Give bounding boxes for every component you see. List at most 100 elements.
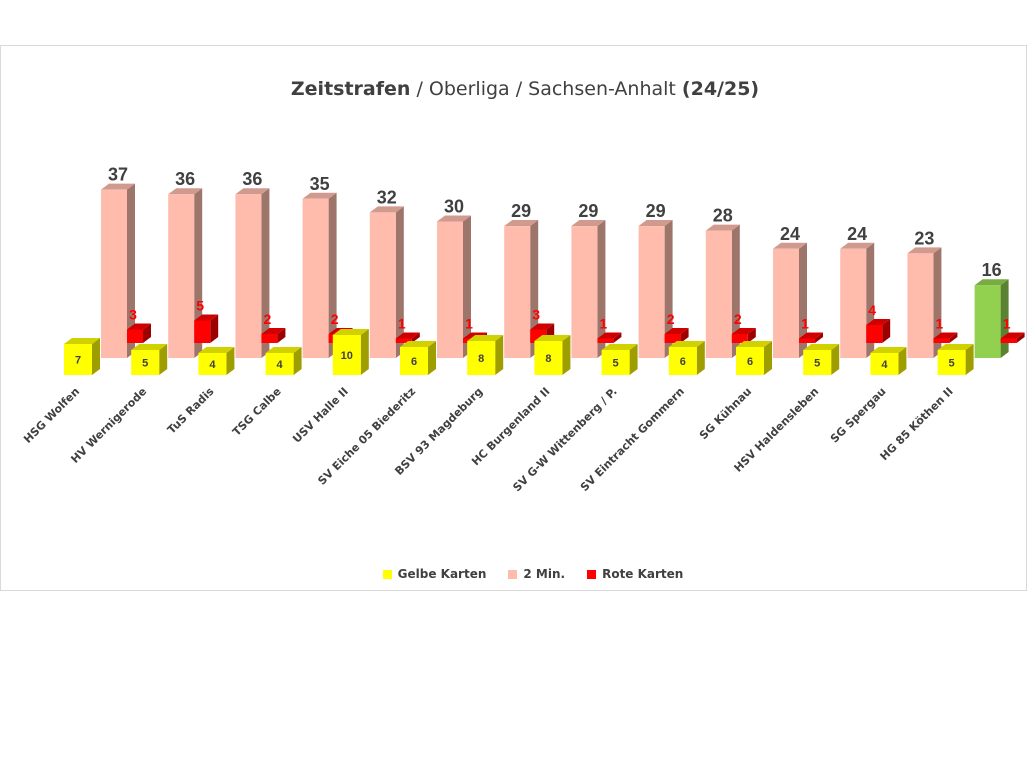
legend-label-yellow: Gelbe Karten — [397, 567, 487, 581]
bar-red-8 — [664, 328, 689, 343]
bar-2min-0 — [101, 183, 135, 358]
label-yellow-4: 10 — [341, 350, 353, 362]
bar-yellow-0 — [64, 338, 100, 375]
label-2min-13: 16 — [982, 260, 1002, 280]
label-red-6: 3 — [532, 307, 540, 323]
bar-2min-7 — [571, 220, 606, 358]
legend-swatch-2min — [508, 569, 518, 579]
bar-2min-2 — [235, 188, 270, 358]
bar-yellow-11 — [803, 344, 840, 375]
bar-yellow-8 — [601, 344, 638, 375]
legend-item-2min: 2 Min. — [508, 567, 565, 581]
legend-label-2min: 2 Min. — [523, 567, 566, 581]
label-yellow-10: 6 — [747, 356, 753, 368]
label-yellow-11: 5 — [814, 358, 820, 370]
category-label-3: TSG Calbe — [230, 385, 284, 439]
legend-item-yellow: Gelbe Karten — [382, 567, 487, 581]
bar-red-10 — [799, 332, 823, 343]
label-yellow-13: 5 — [949, 358, 955, 370]
label-yellow-2: 4 — [209, 359, 216, 371]
bar-2min-1 — [168, 188, 203, 358]
title-season: (24/25) — [681, 78, 760, 100]
category-label-13: HG 85 Köthen II — [878, 385, 956, 463]
label-2min-12: 23 — [914, 228, 934, 248]
label-red-8: 2 — [667, 311, 675, 327]
label-red-7: 1 — [600, 316, 608, 332]
bar-yellow-3 — [265, 347, 302, 375]
category-label-4: USV Halle II — [290, 385, 351, 446]
bar-red-1 — [194, 314, 219, 343]
bar-red-9 — [731, 328, 756, 343]
label-2min-6: 29 — [511, 201, 531, 221]
label-red-0: 3 — [129, 307, 137, 323]
bar-2min-3 — [302, 192, 337, 358]
bar-yellow-6 — [467, 335, 504, 375]
bar-yellow-4 — [332, 329, 369, 375]
label-yellow-1: 5 — [142, 358, 148, 370]
bar-2min-10 — [773, 242, 807, 358]
bar-2min-6 — [504, 220, 539, 358]
bar-2min-5 — [437, 215, 471, 358]
label-red-3: 2 — [331, 311, 339, 327]
bar-red-11 — [866, 319, 891, 343]
category-label-0: HSG Wolfen — [21, 385, 82, 446]
label-yellow-8: 5 — [613, 358, 619, 370]
label-red-2: 2 — [264, 311, 272, 327]
bar-yellow-10 — [736, 341, 772, 375]
label-red-9: 2 — [734, 311, 742, 327]
bar-red-2 — [261, 328, 286, 343]
category-label-10: SG Kühnau — [697, 385, 754, 442]
legend-swatch-yellow — [382, 569, 392, 579]
bar-2min-8 — [638, 220, 673, 358]
bar-yellow-12 — [870, 347, 907, 375]
label-2min-10: 24 — [780, 224, 800, 244]
label-yellow-6: 8 — [478, 353, 484, 365]
bar-red-0 — [127, 323, 151, 343]
category-label-12: SG Spergau — [828, 385, 889, 446]
label-red-13: 1 — [1003, 316, 1011, 332]
label-red-12: 1 — [936, 316, 944, 332]
bar-2min-9 — [705, 224, 740, 358]
label-2min-4: 32 — [377, 187, 397, 207]
bar-red-12 — [933, 332, 958, 343]
label-red-4: 1 — [398, 316, 406, 332]
bar-red-7 — [597, 332, 622, 343]
legend: Gelbe Karten 2 Min. Rote Karten — [0, 567, 1028, 581]
label-2min-11: 24 — [847, 224, 867, 244]
bar-red-13 — [1000, 332, 1025, 343]
category-label-2: TuS Radis — [165, 385, 217, 437]
legend-item-red: Rote Karten — [587, 567, 683, 581]
legend-swatch-red — [587, 569, 597, 579]
label-2min-2: 36 — [242, 169, 262, 189]
label-yellow-7: 8 — [545, 353, 551, 365]
label-yellow-9: 6 — [680, 356, 686, 368]
label-2min-7: 29 — [578, 201, 598, 221]
label-2min-8: 29 — [646, 201, 666, 221]
bar-yellow-7 — [534, 335, 571, 375]
bar-2min-12 — [907, 247, 942, 358]
bar-yellow-5 — [400, 341, 436, 375]
bar-yellow-2 — [198, 347, 235, 375]
bar-red-4 — [395, 332, 420, 343]
label-2min-3: 35 — [310, 174, 330, 194]
label-2min-9: 28 — [713, 206, 733, 226]
label-yellow-5: 6 — [411, 356, 417, 368]
chart-title: Zeitstrafen / Oberliga / Sachsen-Anhalt … — [0, 78, 1028, 100]
label-red-11: 4 — [868, 302, 876, 318]
label-2min-1: 36 — [175, 169, 195, 189]
bar-2min-4 — [369, 206, 404, 358]
category-label-1: HV Wernigerode — [68, 385, 149, 466]
bar-yellow-1 — [131, 344, 168, 375]
label-2min-0: 37 — [108, 165, 128, 185]
title-main: Zeitstrafen — [290, 78, 411, 100]
title-sub: / Oberliga / Sachsen-Anhalt — [410, 78, 682, 100]
label-yellow-12: 4 — [881, 359, 888, 371]
bar-yellow-13 — [937, 344, 974, 375]
label-red-10: 1 — [801, 316, 809, 332]
label-red-5: 1 — [465, 316, 473, 332]
bar-yellow-9 — [668, 341, 705, 375]
label-red-1: 5 — [196, 298, 204, 314]
label-2min-5: 30 — [444, 197, 464, 217]
legend-label-red: Rote Karten — [602, 567, 684, 581]
